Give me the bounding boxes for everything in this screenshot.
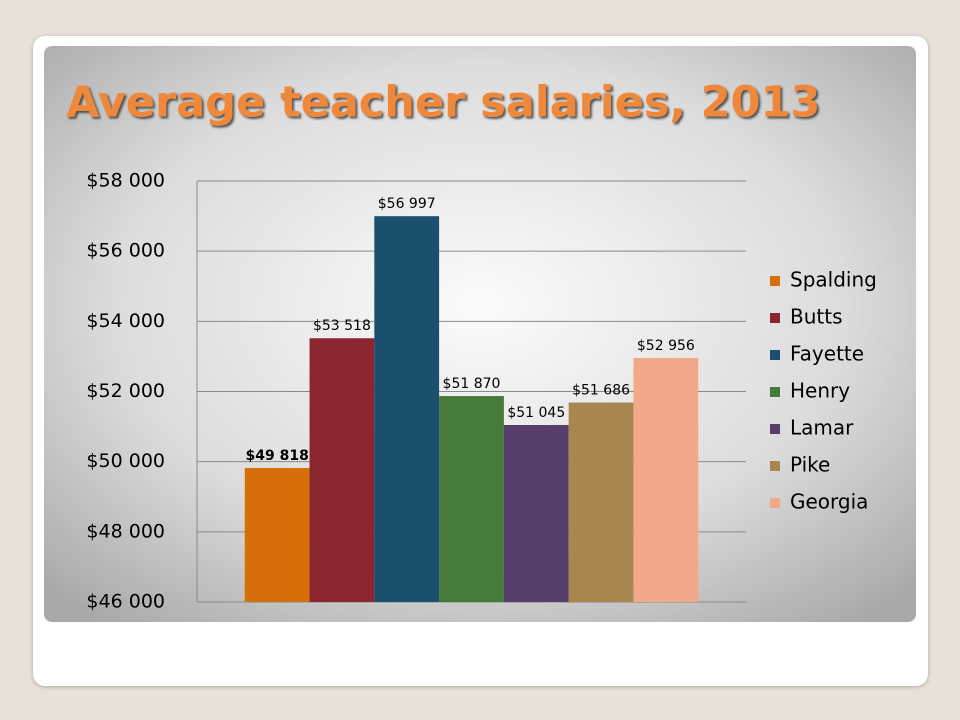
legend-swatch [770, 498, 780, 508]
value-label: $52 956 [637, 338, 695, 354]
legend-swatch [770, 276, 780, 286]
legend-swatch [770, 350, 780, 360]
value-label: $51 686 [572, 383, 630, 399]
legend-label: Pike [790, 453, 830, 477]
bar [503, 425, 569, 602]
legend-swatch [770, 313, 780, 323]
y-tick-label: $54 000 [86, 310, 165, 332]
legend-label: Spalding [790, 268, 877, 292]
y-tick-label: $58 000 [86, 170, 165, 192]
chart-title: Average teacher salaries, 2013 [66, 78, 820, 128]
bar [439, 396, 504, 602]
y-tick-label: $50 000 [86, 450, 165, 472]
y-tick-label: $52 000 [86, 380, 165, 402]
legend-label: Henry [790, 379, 850, 403]
legend-label: Georgia [790, 490, 868, 514]
legend-swatch [770, 461, 780, 471]
value-label: $51 870 [443, 376, 501, 392]
bar [309, 338, 375, 602]
legend-label: Fayette [790, 342, 864, 366]
value-label: $53 518 [313, 318, 371, 334]
value-label: $51 045 [507, 405, 565, 421]
value-label: $56 997 [378, 196, 436, 212]
legend-label: Lamar [790, 416, 854, 440]
bar [633, 357, 699, 602]
y-tick-label: $48 000 [86, 520, 165, 542]
legend-swatch [770, 387, 780, 397]
y-tick-label: $46 000 [86, 591, 165, 613]
y-tick-label: $56 000 [86, 240, 165, 262]
bar [568, 402, 634, 602]
bar [374, 216, 440, 602]
legend-label: Butts [790, 305, 843, 329]
legend-swatch [770, 424, 780, 434]
value-label: $49 818 [245, 448, 308, 464]
bar [244, 468, 310, 602]
